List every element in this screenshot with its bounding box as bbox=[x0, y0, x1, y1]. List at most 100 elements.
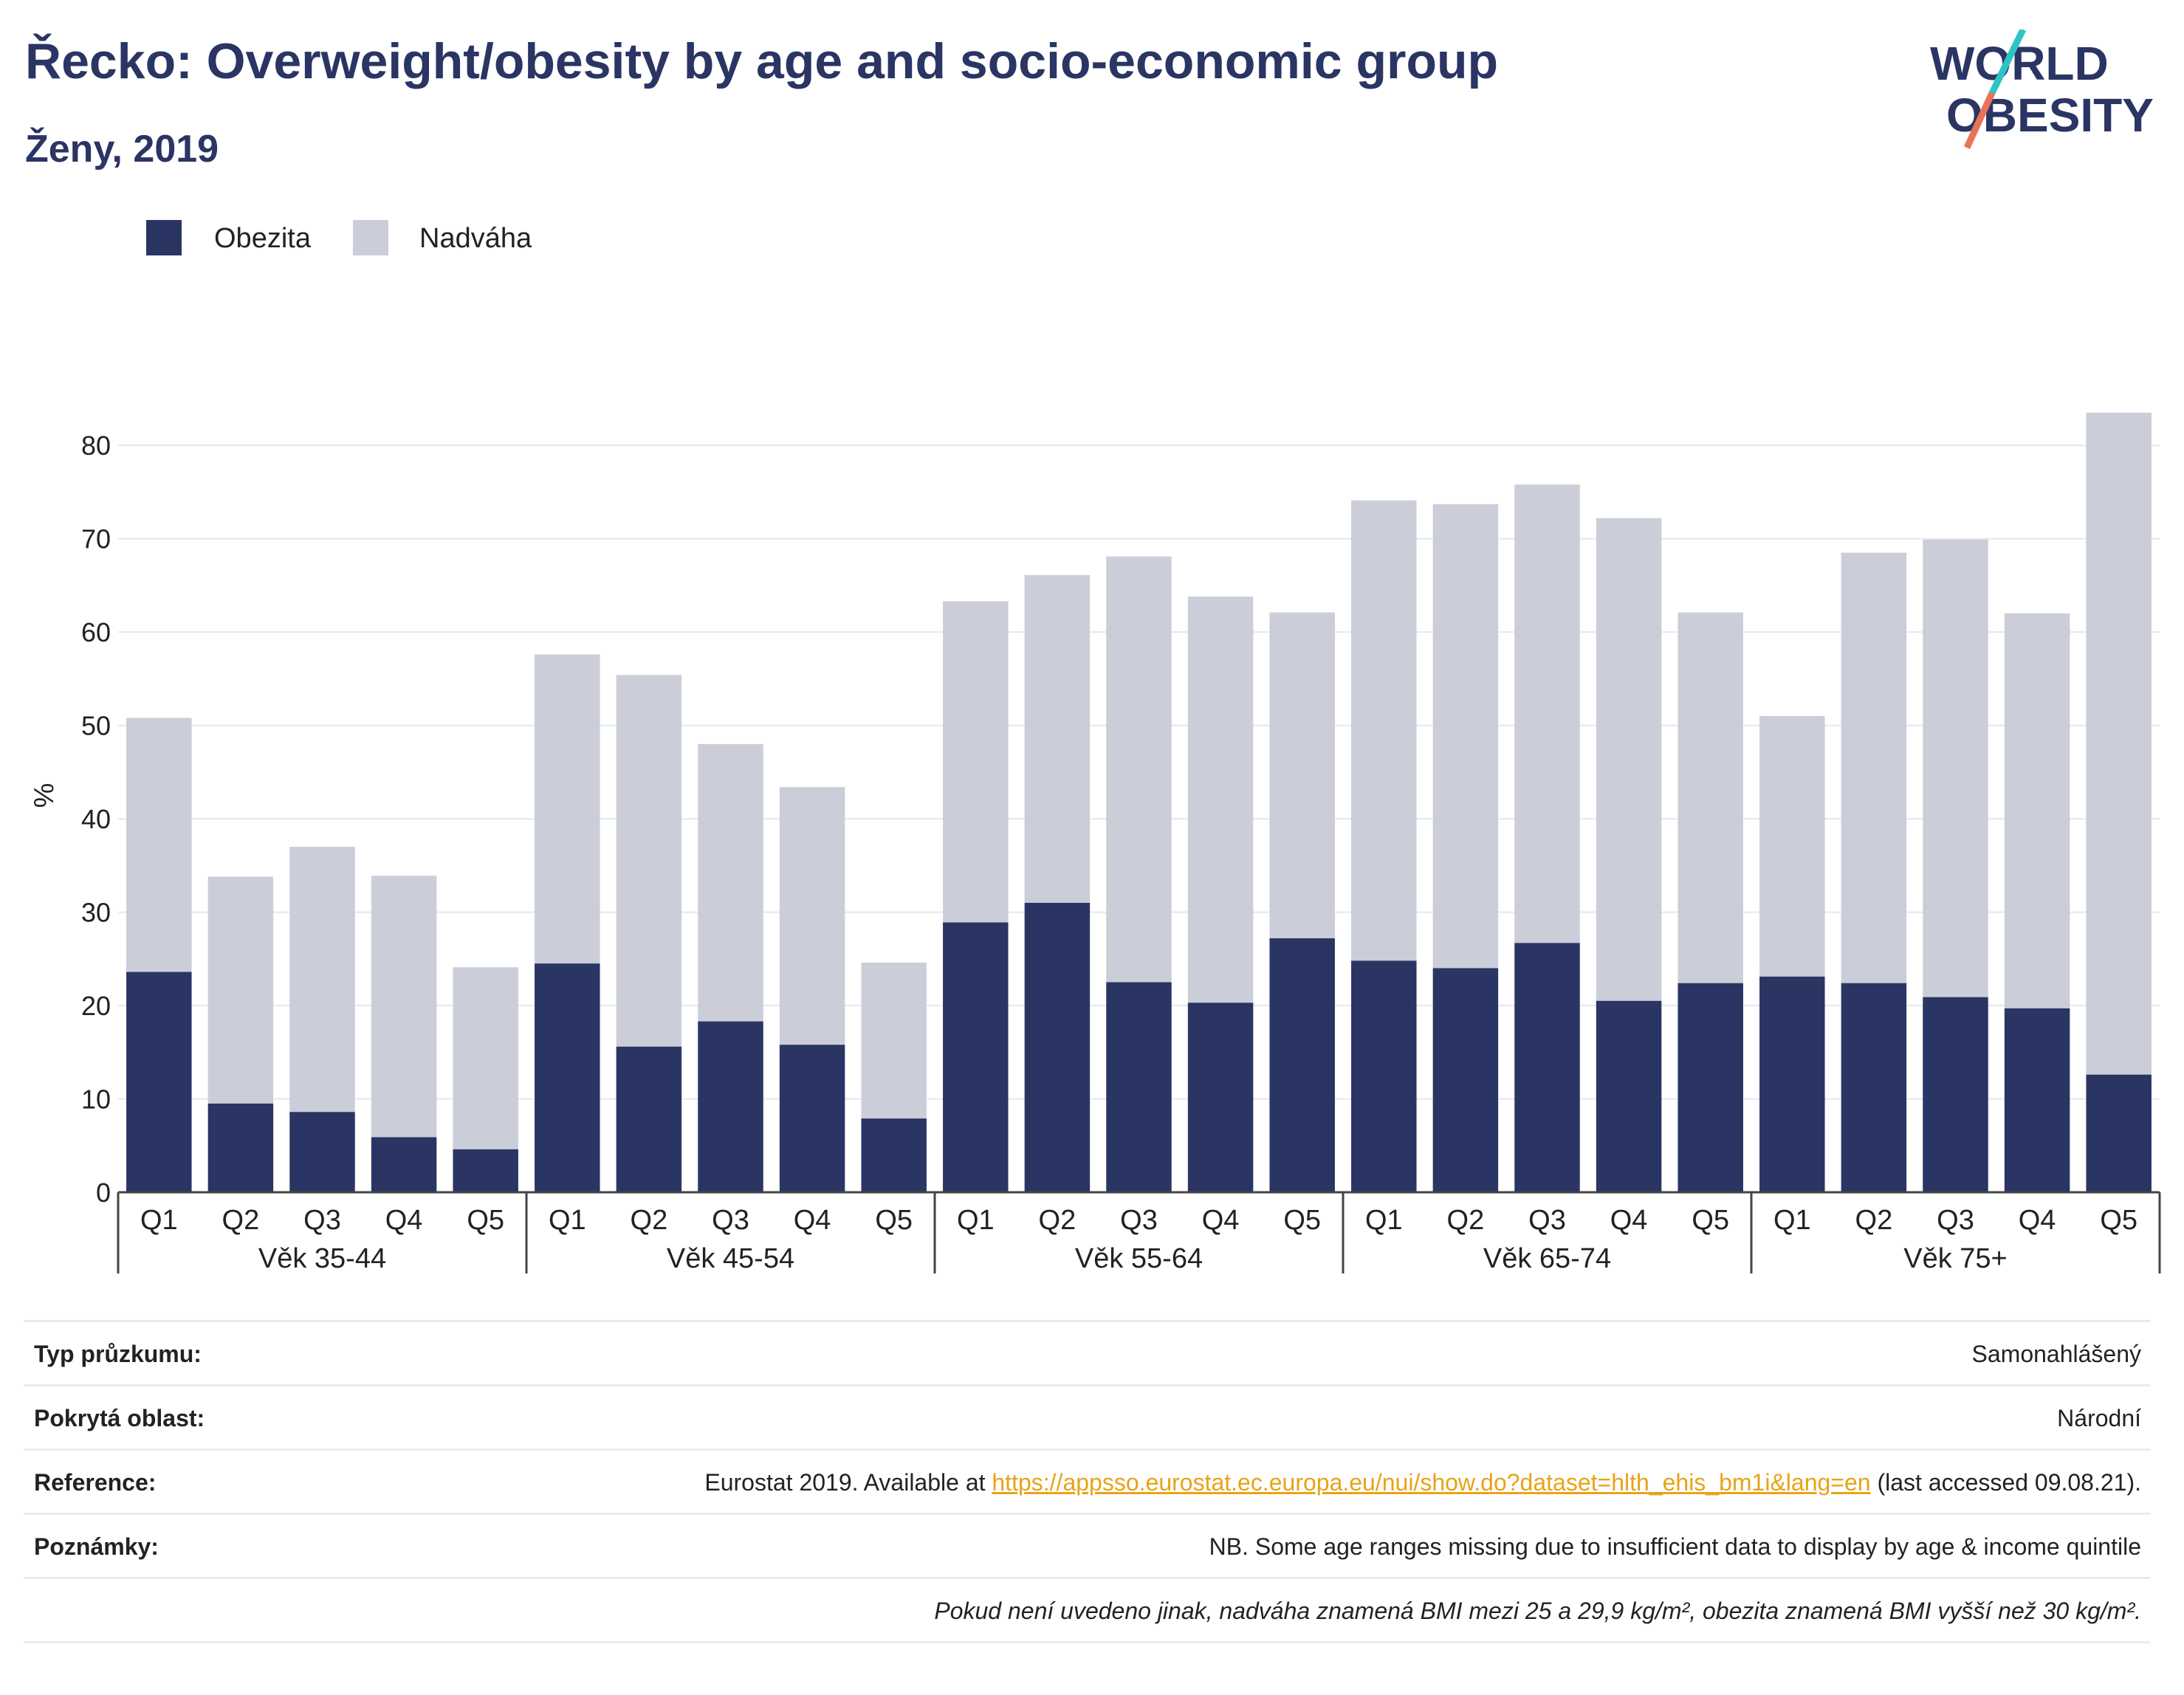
meta-row-reference: Reference: Eurostat 2019. Available at h… bbox=[24, 1448, 2150, 1513]
bar-obezita bbox=[1024, 902, 1091, 1192]
x-tick-label: Q3 bbox=[1528, 1205, 1566, 1236]
bar-obezita bbox=[126, 972, 192, 1192]
bar-nadvaha bbox=[126, 718, 192, 972]
y-tick-label: 40 bbox=[81, 804, 111, 834]
bar-nadvaha bbox=[289, 847, 355, 1113]
group-label: Věk 45-54 bbox=[667, 1243, 794, 1274]
bar-obezita bbox=[453, 1149, 518, 1192]
bar-obezita bbox=[1596, 1000, 1662, 1192]
meta-val-survey-type: Samonahlášený bbox=[1971, 1341, 2141, 1367]
bar-nadvaha bbox=[535, 654, 600, 964]
x-tick-label: Q5 bbox=[1283, 1205, 1321, 1236]
bar-obezita bbox=[1187, 1003, 1254, 1192]
reference-prefix: Eurostat 2019. Available at bbox=[704, 1469, 992, 1496]
x-tick-label: Q4 bbox=[794, 1205, 831, 1236]
bar-obezita bbox=[1432, 968, 1499, 1192]
x-tick-label: Q2 bbox=[1855, 1205, 1893, 1236]
bar-nadvaha bbox=[2086, 412, 2152, 1075]
meta-key-reference: Reference: bbox=[34, 1469, 157, 1496]
meta-row-bmi-note: Pokud není uvedeno jinak, nadváha znamen… bbox=[24, 1577, 2150, 1643]
bar-nadvaha bbox=[1187, 596, 1254, 1003]
bar-obezita bbox=[535, 963, 600, 1192]
meta-key-notes: Poznámky: bbox=[34, 1533, 159, 1560]
bar-obezita bbox=[1514, 943, 1580, 1192]
bar-obezita bbox=[1351, 960, 1417, 1192]
x-tick-label: Q1 bbox=[1365, 1205, 1403, 1236]
bar-obezita bbox=[2004, 1008, 2070, 1192]
x-tick-label: Q5 bbox=[2100, 1205, 2137, 1236]
bar-obezita bbox=[616, 1046, 682, 1192]
bar-nadvaha bbox=[1351, 500, 1417, 961]
x-tick-label: Q1 bbox=[549, 1205, 586, 1236]
x-tick-label: Q1 bbox=[957, 1205, 995, 1236]
group-label: Věk 75+ bbox=[1903, 1243, 2008, 1274]
x-tick-label: Q4 bbox=[2019, 1205, 2056, 1236]
chart-title: Řecko: Overweight/obesity by age and soc… bbox=[25, 33, 1499, 89]
logo-line2: OBESITY bbox=[1946, 89, 2154, 142]
bar-nadvaha bbox=[616, 675, 682, 1047]
logo-line1: WORLD bbox=[1930, 37, 2109, 90]
bar-obezita bbox=[1841, 983, 1907, 1192]
bar-obezita bbox=[698, 1021, 763, 1192]
bar-obezita bbox=[1759, 976, 1825, 1192]
y-tick-label: 50 bbox=[81, 711, 111, 741]
bar-obezita bbox=[1923, 997, 1988, 1192]
bar-nadvaha bbox=[698, 743, 763, 1022]
bar-nadvaha bbox=[1269, 612, 1335, 938]
reference-link[interactable]: https://appsso.eurostat.ec.europa.eu/nui… bbox=[992, 1469, 1871, 1496]
legend-swatch-nadvaha bbox=[353, 220, 388, 255]
bar-nadvaha bbox=[453, 967, 518, 1149]
x-tick-label: Q2 bbox=[631, 1205, 668, 1236]
bar-obezita bbox=[2086, 1074, 2152, 1192]
y-tick-label: 20 bbox=[81, 991, 111, 1021]
bar-obezita bbox=[207, 1103, 274, 1192]
x-tick-label: Q2 bbox=[1039, 1205, 1076, 1236]
bar-nadvaha bbox=[207, 876, 274, 1104]
x-tick-label: Q3 bbox=[1120, 1205, 1158, 1236]
bar-nadvaha bbox=[371, 876, 437, 1138]
bar-obezita bbox=[371, 1137, 437, 1192]
bar-nadvaha bbox=[1514, 484, 1580, 943]
x-tick-label: Q4 bbox=[385, 1205, 423, 1236]
bar-nadvaha bbox=[1923, 539, 1988, 997]
meta-row-coverage: Pokrytá oblast: Národní bbox=[24, 1384, 2150, 1448]
stacked-bar-chart: 0 10 20 30 40 50 60 70 80% Q1 Q2 Q3 Q4 Q5 Věk 35-44 Q1 Q… bbox=[29, 412, 2161, 1274]
x-tick-label: Q3 bbox=[1937, 1205, 1974, 1236]
bar-obezita bbox=[861, 1118, 927, 1192]
legend-label-obezita: Obezita bbox=[214, 223, 311, 254]
metadata-table: Typ průzkumu: Samonahlášený Pokrytá obla… bbox=[24, 1320, 2150, 1643]
x-tick-label: Q3 bbox=[712, 1205, 749, 1236]
bar-nadvaha bbox=[2004, 613, 2070, 1008]
bar-nadvaha bbox=[1596, 518, 1662, 1001]
bar-obezita bbox=[1106, 982, 1172, 1192]
logo-accent-teal bbox=[1988, 30, 2027, 94]
bar-nadvaha bbox=[1759, 716, 1825, 977]
legend-label-nadvaha: Nadváha bbox=[419, 223, 532, 254]
x-tick-label: Q5 bbox=[875, 1205, 913, 1236]
bar-nadvaha bbox=[1024, 575, 1091, 903]
bmi-definition-note: Pokud není uvedeno jinak, nadváha znamen… bbox=[934, 1598, 2141, 1624]
bar-obezita bbox=[1678, 983, 1743, 1192]
y-tick-label: 80 bbox=[81, 430, 111, 461]
x-tick-label: Q4 bbox=[1202, 1205, 1240, 1236]
bar-nadvaha bbox=[861, 962, 927, 1119]
bar-nadvaha bbox=[1432, 503, 1499, 969]
bar-nadvaha bbox=[1678, 612, 1743, 983]
bar-nadvaha bbox=[779, 787, 845, 1045]
chart-subtitle: Ženy, 2019 bbox=[25, 128, 219, 171]
meta-key-coverage: Pokrytá oblast: bbox=[34, 1405, 205, 1431]
bar-nadvaha bbox=[1106, 556, 1172, 983]
meta-row-notes: Poznámky: NB. Some age ranges missing du… bbox=[24, 1513, 2150, 1577]
x-tick-label: Q2 bbox=[1447, 1205, 1485, 1236]
bar-obezita bbox=[1269, 938, 1335, 1192]
meta-val-notes: NB. Some age ranges missing due to insuf… bbox=[1209, 1533, 2141, 1560]
x-tick-label: Q1 bbox=[140, 1205, 178, 1236]
meta-row-survey-type: Typ průzkumu: Samonahlášený bbox=[24, 1320, 2150, 1384]
x-tick-label: Q5 bbox=[467, 1205, 504, 1236]
legend-swatch-obezita bbox=[146, 220, 182, 255]
x-tick-label: Q1 bbox=[1773, 1205, 1811, 1236]
bar-obezita bbox=[779, 1045, 845, 1192]
reference-suffix: (last accessed 09.08.21). bbox=[1870, 1469, 2141, 1496]
meta-val-coverage: Národní bbox=[2057, 1405, 2141, 1431]
group-label: Věk 55-64 bbox=[1075, 1243, 1203, 1274]
